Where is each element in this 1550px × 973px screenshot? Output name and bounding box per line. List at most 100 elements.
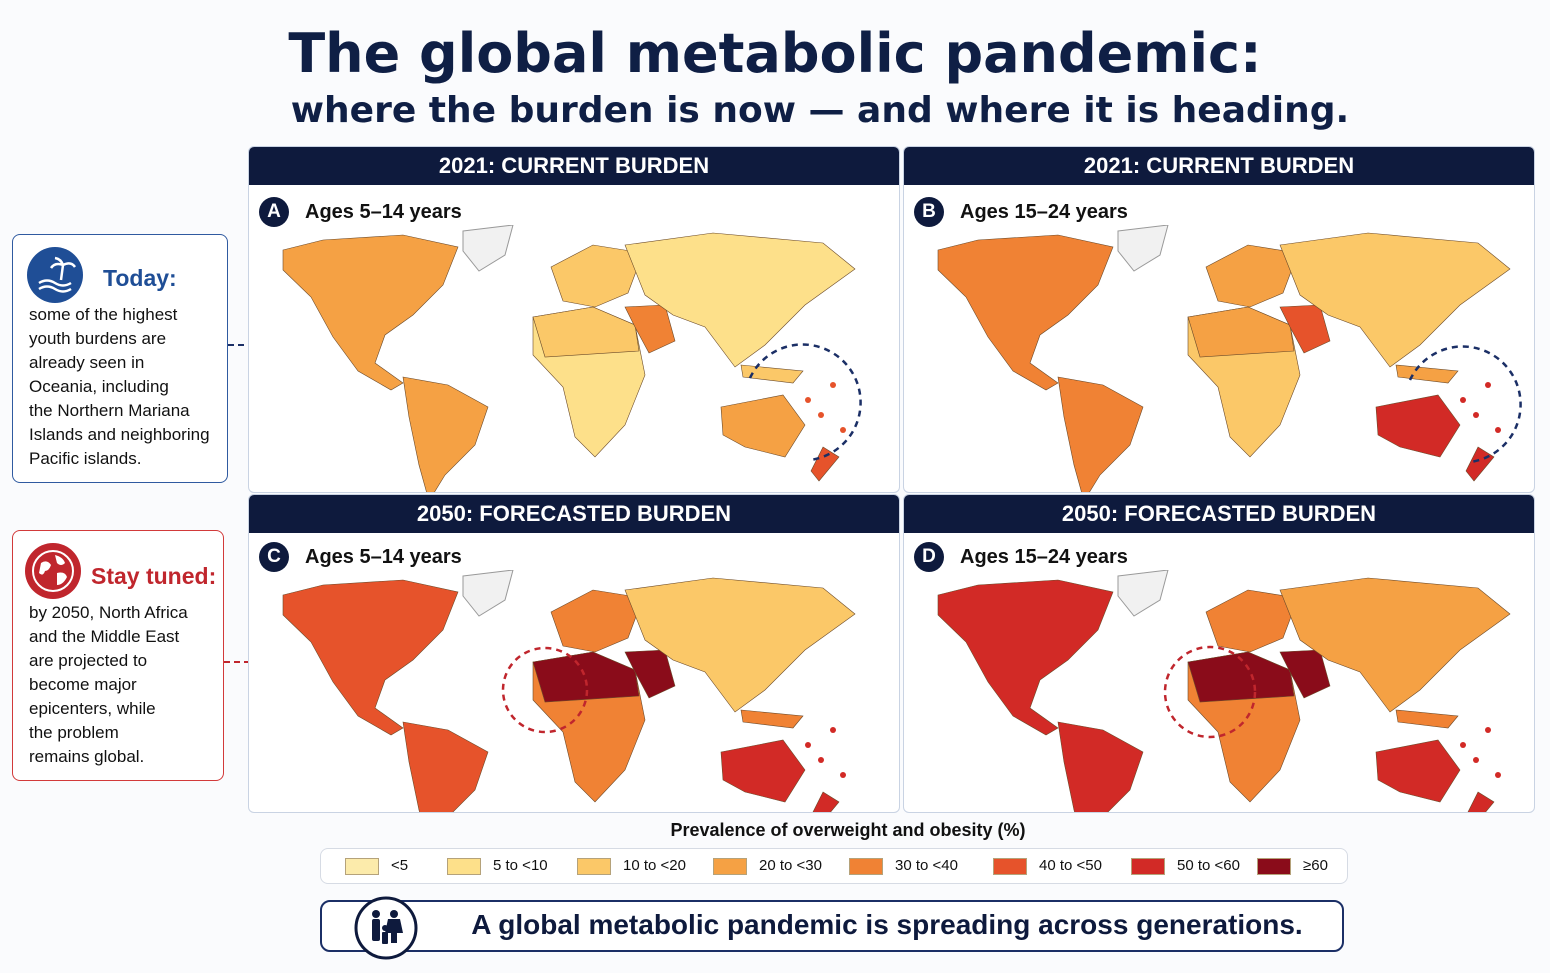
region-greenland xyxy=(462,570,514,617)
panel-letter: C xyxy=(259,542,289,572)
legend-item: ≥60 xyxy=(1257,857,1328,875)
pacific-island xyxy=(1495,772,1501,778)
region-na xyxy=(282,579,459,736)
region-nz xyxy=(812,791,840,812)
world-map xyxy=(282,570,856,812)
callout-line: become major xyxy=(29,675,137,694)
region-greenland xyxy=(462,225,514,272)
legend-item: 50 to <60 xyxy=(1131,857,1240,875)
footer-text: A global metabolic pandemic is spreading… xyxy=(471,909,1303,940)
pacific-island xyxy=(805,742,811,748)
region-me xyxy=(1279,304,1331,354)
callout-line: Islands and neighboring xyxy=(29,425,210,444)
region-as xyxy=(1279,232,1511,368)
callout-line: Oceania, including xyxy=(29,377,169,396)
world-map xyxy=(282,225,856,492)
panel-header: 2050: FORECASTED BURDEN xyxy=(904,495,1534,533)
subtitle: where the burden is now — and where it i… xyxy=(290,90,1350,131)
region-eu xyxy=(550,589,644,653)
footer-box: A global metabolic pandemic is spreading… xyxy=(320,896,1344,960)
callout-tuned: Stay tuned: by 2050, North Africa and the… xyxy=(12,530,224,781)
callout-line: epicenters, while xyxy=(29,699,156,718)
callout-today: Today: some of the highest youth burdens … xyxy=(12,234,228,483)
region-sa xyxy=(402,376,489,492)
region-greenland xyxy=(1117,225,1169,272)
legend-item: 40 to <50 xyxy=(993,857,1102,875)
legend-swatch xyxy=(345,857,379,875)
pacific-island xyxy=(1473,412,1479,418)
panel-header: 2050: FORECASTED BURDEN xyxy=(249,495,899,533)
region-na xyxy=(282,234,459,391)
pacific-island xyxy=(1460,742,1466,748)
legend-label: 10 to <20 xyxy=(623,857,686,874)
region-na xyxy=(937,579,1114,736)
map-panel: 2050: FORECASTED BURDEN D Ages 15–24 years xyxy=(903,494,1535,813)
legend-label: 20 to <30 xyxy=(759,857,822,874)
callout-title: Today: xyxy=(103,265,177,291)
legend-label: 5 to <10 xyxy=(493,857,548,874)
map-panel: 2021: CURRENT BURDEN A Ages 5–14 years xyxy=(248,146,900,493)
legend-label: ≥60 xyxy=(1303,857,1328,874)
region-naf xyxy=(1187,306,1295,358)
region-sea xyxy=(1395,364,1459,384)
world-map xyxy=(937,570,1511,812)
region-me xyxy=(624,304,676,354)
legend: <5 5 to <10 10 to <20 20 to <30 30 to <40 40 … xyxy=(320,848,1348,884)
legend-swatch xyxy=(849,857,883,875)
legend-item: 20 to <30 xyxy=(713,857,822,875)
legend-item: 30 to <40 xyxy=(849,857,958,875)
region-as xyxy=(624,577,856,713)
legend-swatch xyxy=(447,857,481,875)
callout-line: remains global. xyxy=(29,747,145,766)
legend-swatch xyxy=(1131,857,1165,875)
callout-line: youth burdens are xyxy=(29,329,167,348)
legend-item: <5 xyxy=(345,857,408,875)
region-nz xyxy=(810,446,840,482)
legend-label: <5 xyxy=(391,857,409,874)
legend-label: 40 to <50 xyxy=(1039,857,1102,874)
pacific-island xyxy=(1460,397,1466,403)
panel-letter: A xyxy=(259,197,289,227)
region-as xyxy=(1279,577,1511,713)
region-greenland xyxy=(1117,570,1169,617)
region-sa xyxy=(1057,376,1144,492)
callout-line: the problem xyxy=(29,723,119,742)
panel-header: 2021: CURRENT BURDEN xyxy=(904,147,1534,185)
legend-item: 10 to <20 xyxy=(577,857,686,875)
region-sea xyxy=(740,364,804,384)
pacific-island xyxy=(1485,382,1491,388)
panel-header: 2021: CURRENT BURDEN xyxy=(249,147,899,185)
panel-label: Ages 5–14 years xyxy=(305,201,462,223)
callout-line: and the Middle East xyxy=(29,627,180,646)
pacific-island xyxy=(840,772,846,778)
legend-swatch xyxy=(577,857,611,875)
panel-label: Ages 15–24 years xyxy=(960,201,1128,223)
callout-line: some of the highest xyxy=(29,305,178,324)
panel-letter: D xyxy=(914,542,944,572)
icon-globe xyxy=(25,543,81,599)
region-sa xyxy=(402,721,489,812)
pacific-island xyxy=(805,397,811,403)
region-me xyxy=(1279,649,1331,699)
map-panel: 2021: CURRENT BURDEN B Ages 15–24 years xyxy=(903,146,1535,493)
region-eu xyxy=(550,244,644,308)
panel-letter: B xyxy=(914,197,944,227)
region-nz xyxy=(1465,446,1495,482)
legend-swatch xyxy=(713,857,747,875)
region-sa xyxy=(1057,721,1144,812)
region-au xyxy=(720,739,806,803)
pacific-island xyxy=(830,382,836,388)
pacific-island xyxy=(1485,727,1491,733)
region-me xyxy=(624,649,676,699)
pacific-island xyxy=(818,757,824,763)
legend-item: 5 to <10 xyxy=(447,857,548,875)
icon-island xyxy=(27,247,83,303)
region-sea xyxy=(740,709,804,729)
title: The global metabolic pandemic: xyxy=(288,22,1262,85)
legend-swatch xyxy=(1257,857,1291,875)
pacific-island xyxy=(1495,427,1501,433)
pacific-island xyxy=(1473,757,1479,763)
pacific-island xyxy=(818,412,824,418)
world-map xyxy=(937,225,1511,492)
